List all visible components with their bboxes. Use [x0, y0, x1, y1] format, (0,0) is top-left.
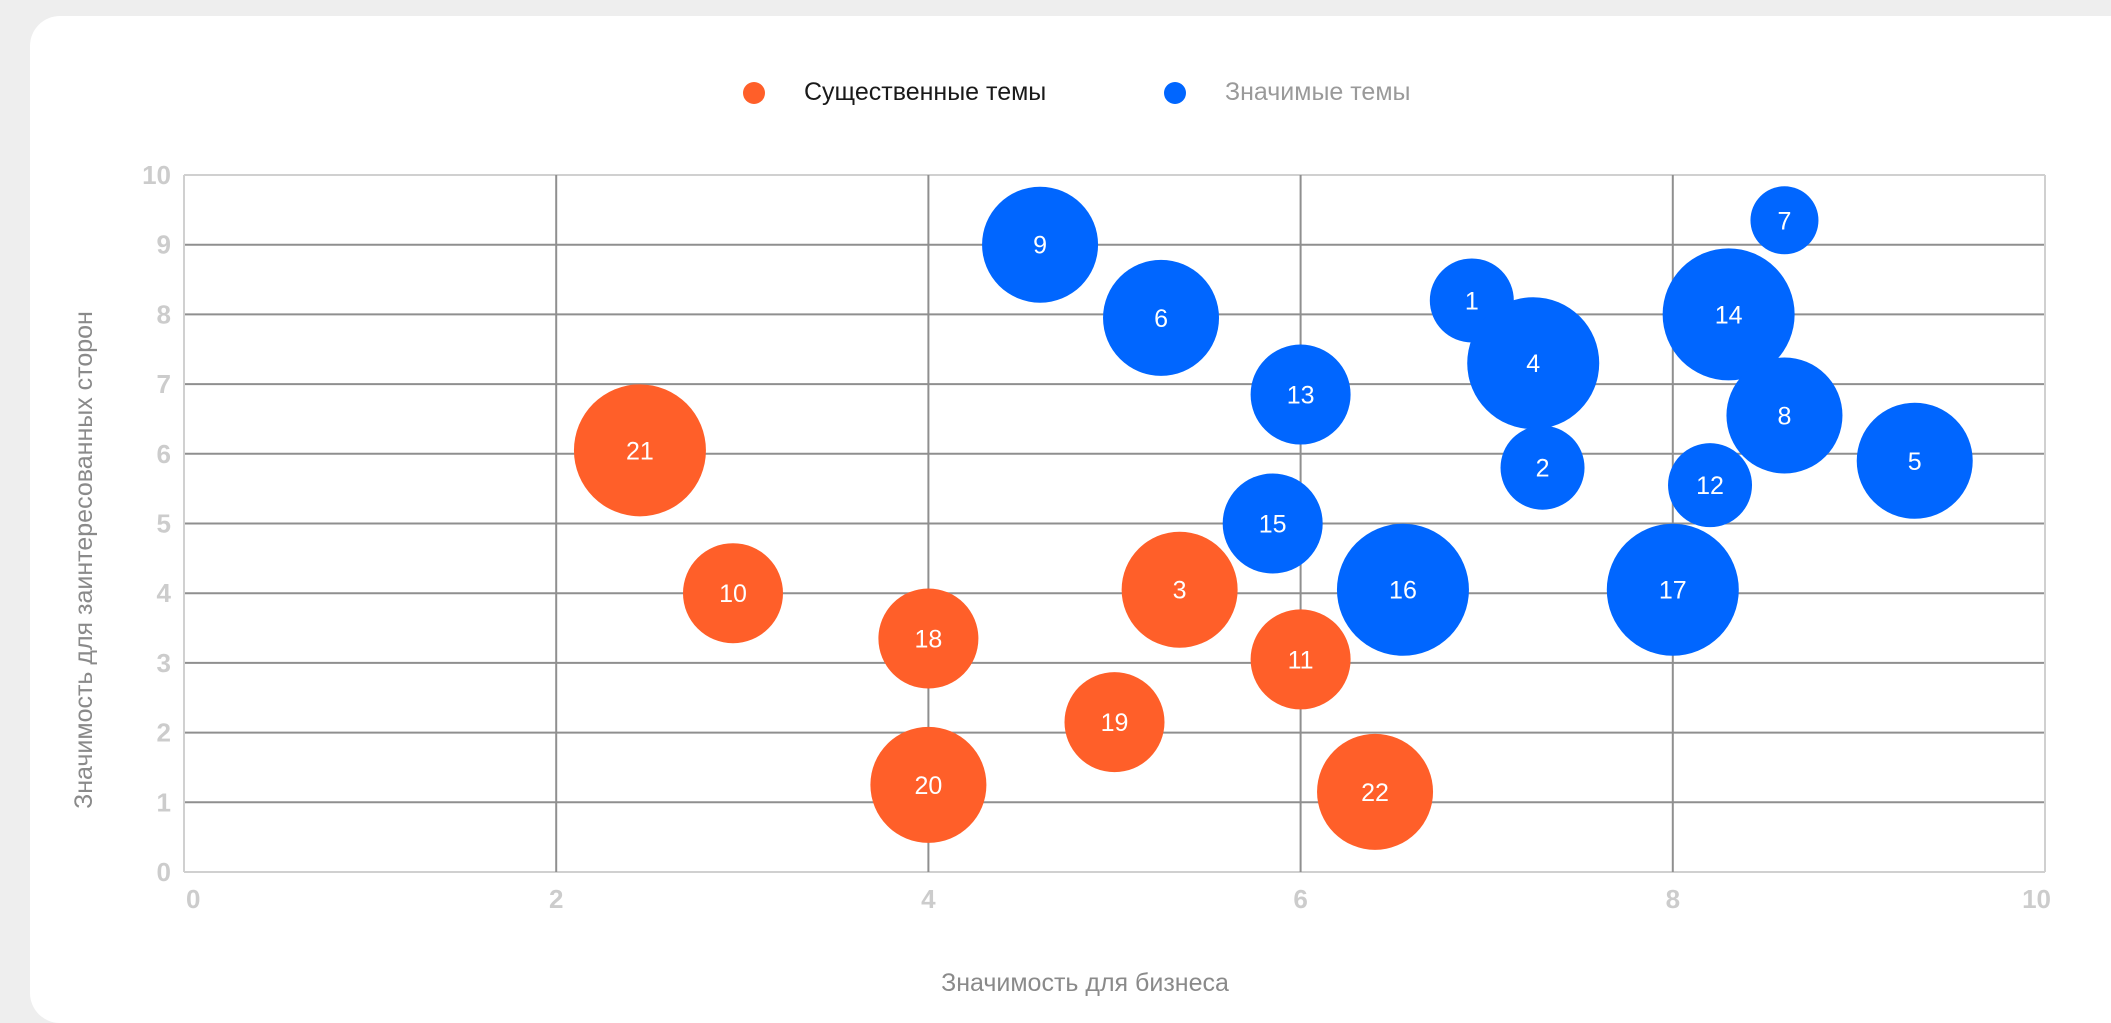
material-topic-bubble — [1121, 531, 1238, 648]
legend-label-material: Существенные темы — [804, 78, 1047, 106]
bubble-label: 16 — [1389, 577, 1417, 605]
bubble-11[interactable]: 11 — [1250, 609, 1351, 710]
bubble-6[interactable]: 6 — [1103, 259, 1220, 376]
bubble-label: 22 — [1361, 779, 1389, 807]
y-tick-label: 5 — [157, 509, 171, 539]
bubble-label: 11 — [1288, 646, 1314, 674]
bubble-label: 6 — [1154, 305, 1168, 333]
significant-topic-bubble — [1500, 425, 1585, 510]
bubble-3[interactable]: 3 — [1121, 531, 1238, 648]
bubble-label: 13 — [1287, 382, 1315, 410]
bubble-label: 1 — [1465, 287, 1479, 315]
y-tick-label: 1 — [157, 787, 171, 817]
y-tick-label: 7 — [157, 369, 171, 399]
chart-legend: Существенные темы Значимые темы — [0, 0, 2111, 190]
bubble-20[interactable]: 20 — [870, 726, 987, 843]
x-tick-label: 0 — [186, 884, 200, 914]
significant-topic-bubble — [1606, 523, 1739, 656]
bubble-label: 7 — [1778, 207, 1792, 235]
bubble-4[interactable]: 4 — [1467, 297, 1600, 430]
bubble-label: 12 — [1696, 472, 1724, 500]
material-topic-bubble — [1250, 609, 1351, 710]
bubble-17[interactable]: 17 — [1606, 523, 1739, 656]
bubble-label: 5 — [1908, 448, 1922, 476]
y-tick-label: 6 — [157, 439, 171, 469]
significant-topic-bubble — [1668, 443, 1753, 528]
bubble-label: 17 — [1659, 577, 1687, 605]
significant-topic-bubble — [1750, 186, 1819, 255]
y-tick-label: 9 — [157, 230, 171, 260]
bubble-7[interactable]: 7 — [1750, 186, 1819, 255]
grid — [183, 174, 2046, 873]
bubble-label: 4 — [1526, 350, 1540, 378]
x-tick-label: 2 — [549, 884, 563, 914]
bubble-10[interactable]: 10 — [682, 543, 783, 644]
legend-label-significant: Значимые темы — [1225, 78, 1411, 106]
y-tick-label: 2 — [157, 718, 171, 748]
material-topic-bubble — [1317, 733, 1434, 850]
significant-topic-bubble — [1856, 402, 1973, 519]
y-tick-label: 8 — [157, 299, 171, 329]
legend-item-significant-topics[interactable]: Значимые темы — [1164, 78, 1411, 107]
material-topic-bubble — [682, 543, 783, 644]
significant-topic-bubble — [982, 186, 1099, 303]
bubble-19[interactable]: 19 — [1064, 672, 1165, 773]
bubble-22[interactable]: 22 — [1317, 733, 1434, 850]
material-topic-bubble — [878, 588, 979, 689]
bubble-2[interactable]: 2 — [1500, 425, 1585, 510]
bubble-label: 8 — [1778, 402, 1792, 430]
bubble-21[interactable]: 21 — [573, 384, 706, 517]
bubble-label: 18 — [914, 626, 942, 654]
x-tick-label: 4 — [921, 884, 936, 914]
bubble-9[interactable]: 9 — [982, 186, 1099, 303]
bubble-16[interactable]: 16 — [1336, 523, 1469, 656]
bubble-12[interactable]: 12 — [1668, 443, 1753, 528]
material-topic-bubble — [1064, 672, 1165, 773]
y-tick-label: 4 — [157, 578, 172, 608]
y-tick-label: 3 — [157, 648, 171, 678]
legend-marker-significant — [1164, 81, 1186, 104]
significant-topic-bubble — [1336, 523, 1469, 656]
bubble-18[interactable]: 18 — [878, 588, 979, 689]
bubble-label: 19 — [1101, 709, 1129, 737]
bubble-5[interactable]: 5 — [1856, 402, 1973, 519]
bubble-label: 20 — [914, 772, 942, 800]
bubble-label: 14 — [1715, 301, 1743, 329]
bubble-14[interactable]: 14 — [1662, 248, 1795, 381]
bubble-15[interactable]: 15 — [1222, 473, 1323, 574]
significant-topic-bubble — [1222, 473, 1323, 574]
bubble-8[interactable]: 8 — [1726, 357, 1843, 474]
x-axis-title: Значимость для бизнеса — [941, 969, 1229, 997]
bubble-label: 21 — [626, 437, 654, 465]
significant-topic-bubble — [1662, 248, 1795, 381]
significant-topic-bubble — [1250, 344, 1351, 445]
chart-card — [30, 16, 2111, 1023]
bubble-label: 9 — [1033, 232, 1047, 260]
bubble-label: 15 — [1259, 511, 1287, 539]
x-tick-label: 6 — [1293, 884, 1307, 914]
material-topic-bubble — [573, 384, 706, 517]
material-topic-bubble — [870, 726, 987, 843]
y-axis-title: Значимость для заинтересованных сторон — [70, 311, 98, 809]
significant-topic-bubble — [1726, 357, 1843, 474]
legend-item-material-topics[interactable]: Существенные темы — [743, 78, 1046, 107]
x-tick-label: 10 — [2022, 884, 2051, 914]
x-tick-label: 8 — [1666, 884, 1680, 914]
significant-topic-bubble — [1467, 297, 1600, 430]
y-tick-label: 0 — [157, 857, 171, 887]
bubble-label: 10 — [719, 580, 747, 608]
bubble-label: 3 — [1173, 577, 1187, 605]
bubble-13[interactable]: 13 — [1250, 344, 1351, 445]
bubble-label: 2 — [1536, 455, 1550, 483]
legend-marker-material — [743, 81, 765, 104]
y-tick-label: 10 — [142, 160, 171, 190]
significant-topic-bubble — [1103, 259, 1220, 376]
